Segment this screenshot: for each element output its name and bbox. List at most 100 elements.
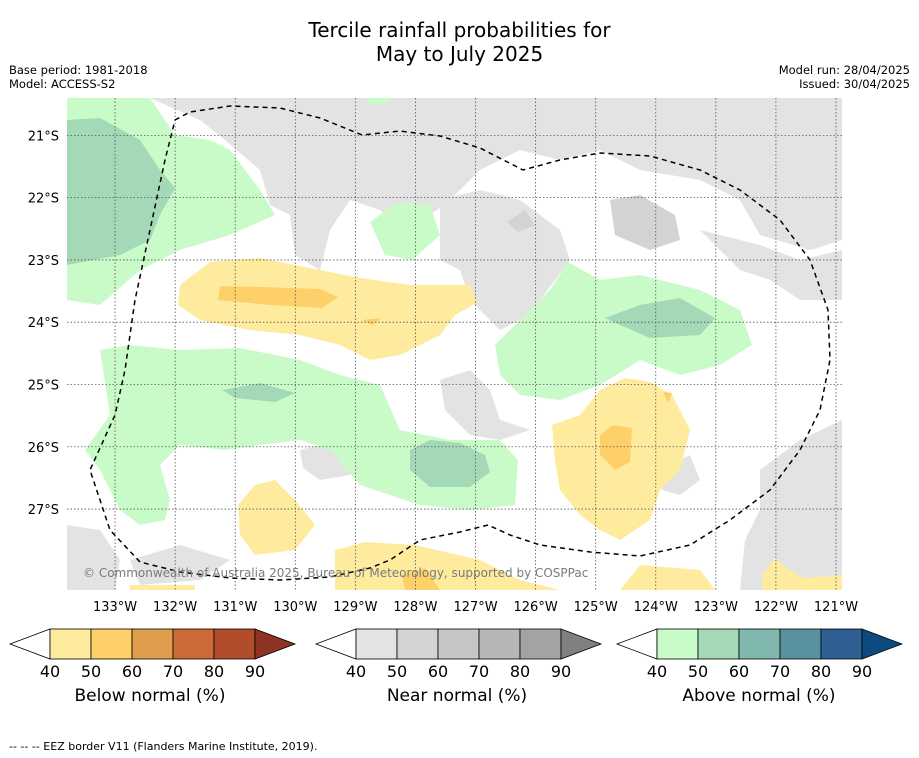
colorbar-segment: [478, 628, 521, 660]
colorbar-tick-label: 50: [387, 662, 407, 681]
colorbar-segment: [213, 628, 256, 660]
colorbar-near-title: Near normal (%): [386, 686, 528, 706]
colorbar-tick-label: 50: [688, 662, 708, 681]
colorbar-segment: [697, 628, 740, 660]
lat-label: 21°S: [28, 129, 59, 144]
colorbar-tick-label: 80: [204, 662, 224, 681]
lon-label: 128°W: [393, 600, 437, 615]
colorbar-tick-label: 60: [729, 662, 749, 681]
lon-label: 124°W: [634, 600, 678, 615]
colorbar-below-normal: 40 50 60 70 80 90: [8, 628, 297, 681]
lon-label: 130°W: [273, 600, 317, 615]
colorbar-segment: [519, 628, 562, 660]
lon-label: 127°W: [453, 600, 497, 615]
colorbar-tick-label: 90: [245, 662, 265, 681]
near-normal-dark-2: [507, 210, 535, 232]
copyright-text: © Commonwealth of Australia 2025, Bureau…: [83, 566, 588, 580]
colorbar-extend-min: [615, 628, 658, 660]
above-normal-dark-northwest: [67, 118, 175, 265]
colorbar-tick-label: 40: [346, 662, 366, 681]
lat-label: 24°S: [28, 316, 59, 331]
near-normal-south: [130, 545, 230, 585]
lat-label: 22°S: [28, 192, 59, 207]
below-normal-dark-small: [362, 318, 382, 325]
colorbar-below-title: Below normal (%): [74, 686, 226, 706]
lat-label: 27°S: [28, 503, 59, 518]
issued-date: Issued: 30/04/2025: [799, 77, 910, 91]
colorbar-extend-min: [314, 628, 357, 660]
lat-labels: 21°S 22°S 23°S 24°S 25°S 26°S 27°S: [28, 129, 59, 518]
colorbar-segment: [131, 628, 174, 660]
colorbar-above-title: Above normal (%): [682, 686, 836, 706]
colorbar-tick-label: 80: [811, 662, 831, 681]
colorbar-tick-label: 90: [852, 662, 872, 681]
lon-label: 131°W: [213, 600, 257, 615]
near-normal-north: [150, 98, 842, 270]
lon-label: 133°W: [93, 600, 137, 615]
lat-label: 25°S: [28, 378, 59, 393]
colorbar-tick-label: 90: [551, 662, 571, 681]
near-normal-mid: [440, 370, 530, 440]
colorbar-segment: [820, 628, 863, 660]
below-normal-southwest-strip: [130, 585, 195, 590]
lat-label: 26°S: [28, 441, 59, 456]
above-normal-50-60: [67, 118, 715, 487]
colorbar-tick-label: 80: [510, 662, 530, 681]
above-normal-center-north: [370, 202, 440, 260]
colorbar-segment: [656, 628, 699, 660]
colorbar-extend-min: [8, 628, 51, 660]
below-normal-dark-center: [218, 286, 338, 308]
near-normal-regions: [67, 98, 842, 590]
below-normal-50-60: [218, 286, 672, 590]
below-normal-southeast-strip: [620, 565, 715, 590]
title-line-2: May to July 2025: [375, 42, 544, 66]
below-normal-dark-south: [402, 568, 440, 590]
colorbar-tick-label: 40: [40, 662, 60, 681]
meta-right: Model run: 28/04/2025 Issued: 30/04/2025: [779, 63, 910, 91]
chart-title: Tercile rainfall probabilities for May t…: [0, 18, 919, 66]
colorbar-tick-label: 70: [163, 662, 183, 681]
colorbar-tick-label: 40: [647, 662, 667, 681]
colorbar-tick-label: 50: [81, 662, 101, 681]
lon-label: 125°W: [574, 600, 618, 615]
above-normal-north-patch: [365, 98, 390, 104]
colorbar-segment: [738, 628, 781, 660]
colorbar-segment: [355, 628, 398, 660]
below-normal-east: [762, 558, 842, 590]
meta-left: Base period: 1981-2018 Model: ACCESS-S2: [9, 63, 148, 91]
colorbar-segment: [49, 628, 92, 660]
colorbar-segment: [90, 628, 133, 660]
eez-border: [89, 105, 831, 581]
gridlines: [67, 98, 842, 590]
near-normal-dark-1: [610, 195, 680, 250]
near-normal-50-60: [507, 195, 680, 250]
near-normal-southwest: [67, 525, 120, 590]
colorbar-segment: [396, 628, 439, 660]
lon-label: 126°W: [514, 600, 558, 615]
lon-label: 123°W: [694, 600, 738, 615]
lon-label: 129°W: [333, 600, 377, 615]
colorbar-near-normal: 40 50 60 70 80 90: [314, 628, 603, 681]
below-normal-dark-southeast: [600, 425, 632, 470]
colorbar-tick-label: 60: [428, 662, 448, 681]
below-normal-center: [178, 258, 478, 360]
above-normal-dark-west: [222, 383, 295, 402]
lat-label: 23°S: [28, 254, 59, 269]
colorbar-extend-max: [560, 628, 603, 660]
lon-label: 132°W: [153, 600, 197, 615]
probability-map: © Commonwealth of Australia 2025, Bureau…: [67, 98, 842, 590]
lon-label: 121°W: [814, 600, 858, 615]
colorbar-above-normal: 40 50 60 70 80 90: [615, 628, 904, 681]
colorbar-extend-max: [254, 628, 297, 660]
lon-labels: 133°W 132°W 131°W 130°W 129°W 128°W 127°W 126°W…: [93, 600, 858, 615]
colorbar-tick-label: 70: [770, 662, 790, 681]
near-normal-east: [700, 230, 842, 300]
model-run: Model run: 28/04/2025: [778, 63, 910, 77]
colorbar-segment: [437, 628, 480, 660]
colorbar-tick-label: 70: [469, 662, 489, 681]
title-line-1: Tercile rainfall probabilities for: [308, 18, 611, 42]
above-normal-east: [495, 262, 752, 400]
model-name: Model: ACCESS-S2: [9, 77, 116, 91]
below-normal-south: [335, 542, 560, 590]
